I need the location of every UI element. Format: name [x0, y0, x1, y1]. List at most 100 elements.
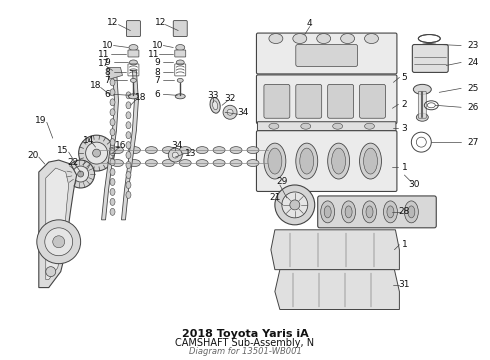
Circle shape: [45, 228, 73, 256]
Ellipse shape: [247, 159, 259, 167]
Circle shape: [78, 135, 115, 171]
Ellipse shape: [146, 159, 157, 167]
Text: 18: 18: [135, 93, 146, 102]
Text: 9: 9: [154, 58, 160, 67]
Polygon shape: [271, 230, 399, 270]
Polygon shape: [275, 270, 399, 310]
Ellipse shape: [110, 129, 115, 136]
Ellipse shape: [162, 147, 174, 154]
Text: 34: 34: [172, 141, 183, 150]
FancyBboxPatch shape: [256, 131, 397, 192]
Text: 26: 26: [467, 103, 479, 112]
FancyBboxPatch shape: [126, 21, 141, 37]
Ellipse shape: [95, 147, 106, 154]
Circle shape: [77, 171, 84, 177]
FancyBboxPatch shape: [360, 84, 386, 118]
Ellipse shape: [332, 148, 345, 174]
Polygon shape: [122, 71, 138, 220]
Ellipse shape: [110, 139, 115, 146]
Ellipse shape: [126, 152, 131, 159]
Ellipse shape: [269, 33, 283, 44]
Ellipse shape: [112, 147, 123, 154]
Ellipse shape: [126, 192, 131, 198]
Text: 11: 11: [147, 50, 159, 59]
Text: 6: 6: [105, 90, 110, 99]
FancyBboxPatch shape: [296, 84, 322, 118]
Text: 13: 13: [184, 149, 196, 158]
Text: 14: 14: [83, 136, 94, 145]
Ellipse shape: [293, 33, 307, 44]
Text: 30: 30: [409, 180, 420, 189]
Text: 9: 9: [105, 58, 110, 67]
Circle shape: [227, 109, 233, 115]
Text: 6: 6: [154, 90, 160, 99]
Ellipse shape: [126, 171, 131, 179]
Ellipse shape: [110, 168, 115, 176]
Ellipse shape: [196, 147, 208, 154]
Text: 7: 7: [154, 76, 160, 85]
Circle shape: [73, 166, 89, 182]
Ellipse shape: [301, 123, 311, 129]
Text: 20: 20: [27, 150, 39, 159]
Ellipse shape: [321, 201, 335, 223]
Ellipse shape: [130, 78, 136, 82]
Text: 2: 2: [402, 100, 407, 109]
Ellipse shape: [129, 60, 137, 65]
Text: 16: 16: [115, 141, 126, 150]
Text: 27: 27: [467, 138, 479, 147]
Ellipse shape: [345, 206, 352, 218]
Circle shape: [223, 105, 237, 119]
Circle shape: [86, 142, 107, 164]
Circle shape: [53, 236, 65, 248]
Text: 2018 Toyota Yaris iA: 2018 Toyota Yaris iA: [182, 329, 308, 339]
Text: 15: 15: [57, 145, 69, 154]
Ellipse shape: [177, 78, 183, 82]
Ellipse shape: [296, 143, 318, 179]
Text: 10: 10: [151, 41, 163, 50]
Ellipse shape: [365, 33, 378, 44]
Ellipse shape: [128, 94, 138, 99]
Ellipse shape: [110, 159, 115, 166]
Text: 17: 17: [98, 59, 109, 68]
Ellipse shape: [176, 45, 185, 50]
Ellipse shape: [126, 102, 131, 109]
Ellipse shape: [146, 147, 157, 154]
Text: 21: 21: [269, 193, 281, 202]
Ellipse shape: [179, 159, 191, 167]
Circle shape: [282, 192, 308, 218]
Text: 25: 25: [467, 84, 479, 93]
Text: 28: 28: [399, 207, 410, 216]
Ellipse shape: [112, 159, 123, 167]
Ellipse shape: [317, 33, 331, 44]
Ellipse shape: [110, 119, 115, 126]
FancyBboxPatch shape: [175, 50, 186, 57]
Ellipse shape: [213, 159, 225, 167]
Ellipse shape: [364, 148, 377, 174]
Polygon shape: [107, 67, 122, 80]
Ellipse shape: [126, 132, 131, 139]
Ellipse shape: [110, 149, 115, 156]
Text: CAMSHAFT Sub-Assembly, N: CAMSHAFT Sub-Assembly, N: [175, 338, 315, 348]
Text: 4: 4: [307, 19, 313, 28]
Ellipse shape: [110, 79, 115, 86]
Ellipse shape: [365, 123, 374, 129]
Text: 19: 19: [35, 116, 47, 125]
Ellipse shape: [126, 112, 131, 119]
Polygon shape: [101, 71, 119, 220]
Text: 33: 33: [207, 91, 219, 100]
Circle shape: [46, 267, 56, 276]
Ellipse shape: [324, 206, 331, 218]
Text: 5: 5: [401, 73, 407, 82]
Ellipse shape: [126, 181, 131, 189]
Ellipse shape: [363, 201, 376, 223]
Ellipse shape: [126, 162, 131, 168]
Circle shape: [290, 200, 300, 210]
Circle shape: [275, 185, 315, 225]
Ellipse shape: [333, 123, 343, 129]
FancyBboxPatch shape: [418, 91, 426, 118]
FancyBboxPatch shape: [173, 21, 187, 37]
FancyBboxPatch shape: [256, 75, 397, 124]
Ellipse shape: [230, 159, 242, 167]
Ellipse shape: [126, 141, 131, 149]
Text: 24: 24: [467, 58, 479, 67]
